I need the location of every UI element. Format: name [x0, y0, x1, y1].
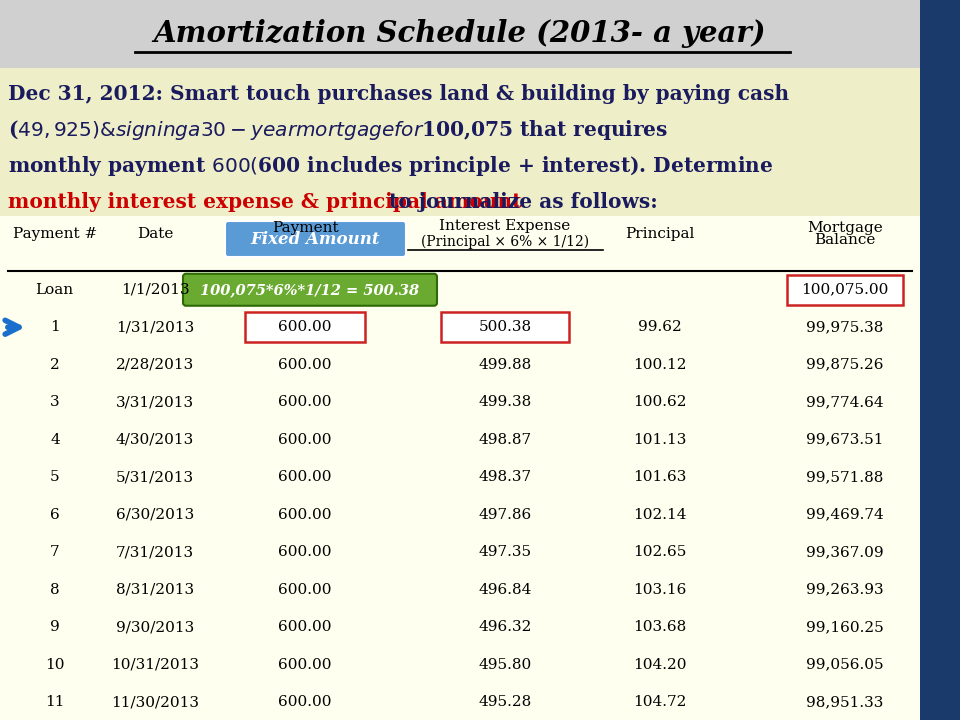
Text: 103.16: 103.16	[634, 582, 686, 597]
Text: 99,875.26: 99,875.26	[806, 358, 884, 372]
Text: 99,774.64: 99,774.64	[806, 395, 884, 409]
Text: 500.38: 500.38	[478, 320, 532, 334]
Text: to journalize as follows:: to journalize as follows:	[382, 192, 658, 212]
Text: 4: 4	[50, 433, 60, 446]
Text: 495.28: 495.28	[478, 696, 532, 709]
Text: Date: Date	[137, 227, 173, 241]
Text: 496.32: 496.32	[478, 620, 532, 634]
Text: 7: 7	[50, 545, 60, 559]
Text: 100,075.00: 100,075.00	[802, 283, 889, 297]
Text: 99,975.38: 99,975.38	[806, 320, 884, 334]
Text: 495.80: 495.80	[478, 658, 532, 672]
Text: 498.37: 498.37	[478, 470, 532, 485]
Text: Amortization Schedule (2013- a year): Amortization Schedule (2013- a year)	[154, 19, 766, 48]
Text: monthly payment $600 ($600 includes principle + interest). Determine: monthly payment $600 ($600 includes prin…	[8, 154, 774, 178]
Text: 99,673.51: 99,673.51	[806, 433, 884, 446]
Text: 6/30/2013: 6/30/2013	[116, 508, 194, 522]
FancyBboxPatch shape	[225, 221, 406, 257]
FancyBboxPatch shape	[183, 274, 437, 306]
Text: 99,469.74: 99,469.74	[806, 508, 884, 522]
Text: 5: 5	[50, 470, 60, 485]
Text: 498.87: 498.87	[478, 433, 532, 446]
Text: 99,160.25: 99,160.25	[806, 620, 884, 634]
Text: 600.00: 600.00	[278, 470, 332, 485]
Text: 8/31/2013: 8/31/2013	[116, 582, 194, 597]
Text: Payment #: Payment #	[12, 227, 97, 241]
Text: 101.63: 101.63	[634, 470, 686, 485]
Bar	[0, 0, 920, 68]
Text: 11/30/2013: 11/30/2013	[111, 696, 199, 709]
Text: 499.38: 499.38	[478, 395, 532, 409]
Text: 600.00: 600.00	[278, 395, 332, 409]
Text: 7/31/2013: 7/31/2013	[116, 545, 194, 559]
Text: Fixed Amount: Fixed Amount	[251, 230, 380, 248]
Text: 600.00: 600.00	[278, 582, 332, 597]
Text: 600.00: 600.00	[278, 620, 332, 634]
Text: 101.13: 101.13	[634, 433, 686, 446]
Text: 1/1/2013: 1/1/2013	[121, 283, 189, 297]
Text: 600.00: 600.00	[278, 358, 332, 372]
Text: 9: 9	[50, 620, 60, 634]
Text: Interest Expense: Interest Expense	[440, 219, 570, 233]
Text: 2: 2	[50, 358, 60, 372]
Text: 1/31/2013: 1/31/2013	[116, 320, 194, 334]
Text: (Principal × 6% × 1/12): (Principal × 6% × 1/12)	[420, 235, 589, 249]
Text: Mortgage: Mortgage	[807, 221, 883, 235]
Text: Balance: Balance	[814, 233, 876, 247]
Text: 4/30/2013: 4/30/2013	[116, 433, 194, 446]
Text: 600.00: 600.00	[278, 433, 332, 446]
Text: 99,056.05: 99,056.05	[806, 658, 884, 672]
Text: 104.20: 104.20	[634, 658, 686, 672]
Text: 100.12: 100.12	[634, 358, 686, 372]
Text: 99,571.88: 99,571.88	[806, 470, 884, 485]
Text: 104.72: 104.72	[634, 696, 686, 709]
Text: 600.00: 600.00	[278, 508, 332, 522]
Text: Dec 31, 2012: Smart touch purchases land & building by paying cash: Dec 31, 2012: Smart touch purchases land…	[8, 84, 789, 104]
Text: Principal: Principal	[625, 227, 695, 241]
Bar	[0, 216, 920, 720]
Text: 9/30/2013: 9/30/2013	[116, 620, 194, 634]
Text: 10/31/2013: 10/31/2013	[111, 658, 199, 672]
Text: 10: 10	[45, 658, 64, 672]
Text: 100.62: 100.62	[634, 395, 686, 409]
Bar	[0, 68, 920, 216]
Text: Loan: Loan	[35, 283, 73, 297]
Text: 6: 6	[50, 508, 60, 522]
Text: Payment: Payment	[272, 221, 338, 235]
Text: 499.88: 499.88	[478, 358, 532, 372]
Text: 600.00: 600.00	[278, 545, 332, 559]
Text: 102.65: 102.65	[634, 545, 686, 559]
Text: 496.84: 496.84	[478, 582, 532, 597]
Text: 3: 3	[50, 395, 60, 409]
Text: 1: 1	[50, 320, 60, 334]
FancyBboxPatch shape	[787, 275, 903, 305]
Text: 5/31/2013: 5/31/2013	[116, 470, 194, 485]
Text: 11: 11	[45, 696, 64, 709]
FancyBboxPatch shape	[245, 312, 365, 342]
Text: 8: 8	[50, 582, 60, 597]
Text: 600.00: 600.00	[278, 658, 332, 672]
Bar	[920, 0, 960, 720]
Text: 98,951.33: 98,951.33	[806, 696, 884, 709]
Text: 99.62: 99.62	[638, 320, 682, 334]
Text: 99,367.09: 99,367.09	[806, 545, 884, 559]
Text: 600.00: 600.00	[278, 320, 332, 334]
Text: 497.35: 497.35	[478, 545, 532, 559]
Text: 497.86: 497.86	[478, 508, 532, 522]
Text: 3/31/2013: 3/31/2013	[116, 395, 194, 409]
Text: monthly interest expense & principal amount: monthly interest expense & principal amo…	[8, 192, 521, 212]
Text: ($49,925) & signing a 30-year mortgage for $100,075 that requires: ($49,925) & signing a 30-year mortgage f…	[8, 118, 668, 142]
FancyBboxPatch shape	[441, 312, 569, 342]
Text: 99,263.93: 99,263.93	[806, 582, 884, 597]
Text: 2/28/2013: 2/28/2013	[116, 358, 194, 372]
Text: 102.14: 102.14	[634, 508, 686, 522]
Text: 103.68: 103.68	[634, 620, 686, 634]
Text: 600.00: 600.00	[278, 696, 332, 709]
Text: 100,075*6%*1/12 = 500.38: 100,075*6%*1/12 = 500.38	[201, 283, 420, 297]
